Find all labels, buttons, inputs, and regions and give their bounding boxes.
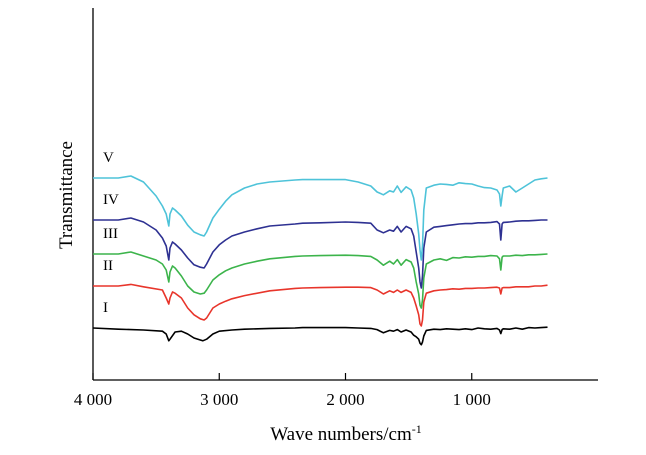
x-tick-label: 3 000 <box>200 390 238 409</box>
series-line-iv <box>93 217 548 289</box>
x-tick-label: 4 000 <box>74 390 112 409</box>
x-tick-label: 2 000 <box>326 390 364 409</box>
x-tick-label: 1 000 <box>453 390 491 409</box>
series-line-iii <box>93 251 548 309</box>
y-axis-title: Transmittance <box>56 141 77 249</box>
series-label-v: V <box>103 150 114 166</box>
series-label-iv: IV <box>103 192 119 208</box>
series-group <box>92 175 548 346</box>
series-label-iii: III <box>103 226 118 242</box>
series-label-i: I <box>103 300 108 316</box>
x-axis-title-text: Wave numbers/cm <box>270 424 412 445</box>
x-axis-title-superscript: -1 <box>412 422 422 436</box>
series-label-ii: II <box>103 258 113 274</box>
axes: 4 000 3 000 2 000 1 000 <box>74 8 598 409</box>
series-line-ii <box>93 283 548 327</box>
series-line-i <box>92 326 548 346</box>
series-line-v <box>93 175 548 261</box>
x-axis-title: Wave numbers/cm-1 <box>270 422 421 445</box>
